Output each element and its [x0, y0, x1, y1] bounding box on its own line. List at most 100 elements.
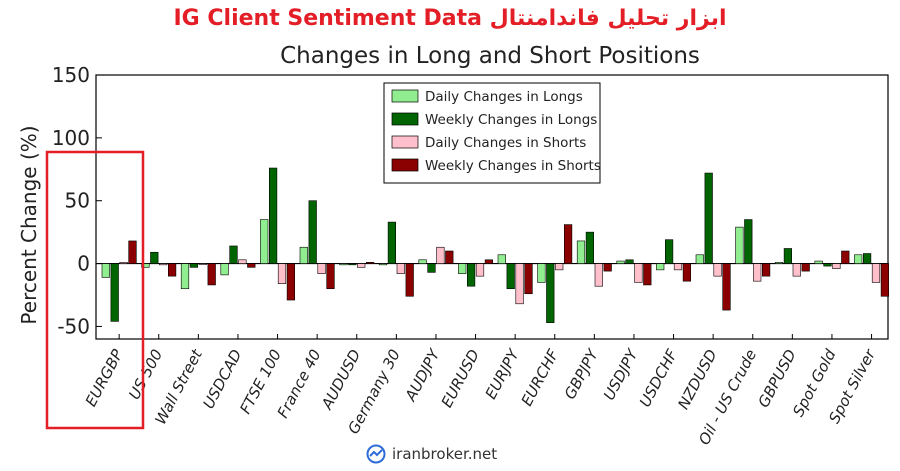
bar-spot-silver-daily-changes-in-longs — [854, 254, 863, 264]
bar-usdjpy-daily-changes-in-shorts — [634, 263, 643, 283]
bar-audusd-weekly-changes-in-longs — [348, 263, 357, 266]
bar-us-500-daily-changes-in-longs — [141, 263, 150, 268]
bar-germany-30-weekly-changes-in-shorts — [405, 263, 414, 297]
bar-oil-us-crude-weekly-changes-in-shorts — [761, 263, 771, 277]
bar-nzdusd-weekly-changes-in-shorts — [722, 263, 731, 311]
bar-oil-us-crude-daily-changes-in-shorts — [753, 263, 762, 282]
watermark-text: iranbroker.net — [392, 445, 498, 463]
legend-label-weekly-changes-in-longs: Weekly Changes in Longs — [425, 112, 597, 128]
bar-eurchf-daily-changes-in-longs — [537, 263, 546, 283]
bar-gbpjpy-weekly-changes-in-longs — [585, 231, 594, 264]
bar-wall-street-weekly-changes-in-shorts — [207, 263, 216, 286]
iranbroker-logo-icon — [366, 444, 386, 464]
bar-nzdusd-weekly-changes-in-longs — [704, 172, 713, 264]
bar-gbpjpy-weekly-changes-in-shorts — [603, 263, 612, 272]
bar-gbpusd-weekly-changes-in-longs — [783, 248, 792, 264]
x-tick-label-us-500: US 500 — [125, 346, 166, 402]
bar-ftse-100-daily-changes-in-longs — [260, 219, 269, 264]
bar-eurusd-weekly-changes-in-longs — [466, 263, 476, 287]
x-tick-label-gbpjpy: GBPJPY — [561, 345, 603, 402]
x-tick-label-eurusd: EURUSD — [438, 346, 483, 410]
x-tick-label-eurjpy: EURJPY — [482, 345, 524, 402]
bar-gbpusd-daily-changes-in-longs — [774, 262, 784, 264]
bar-eurusd-daily-changes-in-longs — [458, 263, 467, 274]
highlight-box — [45, 150, 145, 430]
bar-usdchf-daily-changes-in-shorts — [673, 263, 683, 271]
bar-eurchf-weekly-changes-in-longs — [546, 263, 555, 323]
bar-usdchf-weekly-changes-in-shorts — [682, 263, 691, 282]
bar-eurjpy-daily-changes-in-shorts — [515, 263, 524, 305]
bar-ftse-100-weekly-changes-in-longs — [268, 167, 278, 264]
bar-eurjpy-weekly-changes-in-shorts — [524, 263, 533, 295]
bar-wall-street-weekly-changes-in-longs — [189, 263, 199, 268]
bar-eurchf-weekly-changes-in-shorts — [563, 224, 573, 264]
y-axis-label: Percent Change (%) — [17, 125, 41, 324]
y-tick-label: 50 — [65, 189, 90, 213]
bar-eurgbp-weekly-changes-in-longs — [110, 263, 119, 322]
bar-audjpy-weekly-changes-in-shorts — [445, 250, 454, 264]
bars — [101, 167, 889, 323]
bar-spot-silver-weekly-changes-in-longs — [862, 253, 872, 264]
bar-eurgbp-daily-changes-in-shorts — [119, 262, 128, 264]
x-tick-label-usdchf: USDCHF — [636, 346, 681, 410]
bar-eurgbp-weekly-changes-in-shorts — [128, 240, 137, 264]
legend-items: Daily Changes in Longs Weekly Changes in … — [391, 89, 601, 174]
bar-usdchf-daily-changes-in-longs — [656, 263, 665, 271]
bar-usdcad-daily-changes-in-shorts — [238, 259, 247, 264]
bar-spot-gold-weekly-changes-in-longs — [823, 263, 832, 267]
bar-usdchf-weekly-changes-in-longs — [664, 239, 674, 264]
bar-us-500-weekly-changes-in-shorts — [168, 263, 177, 277]
bar-audusd-daily-changes-in-longs — [339, 263, 348, 266]
bar-usdcad-weekly-changes-in-shorts — [247, 263, 256, 268]
bar-usdjpy-weekly-changes-in-shorts — [643, 263, 652, 286]
x-tick-label-audjpy: AUDJPY — [401, 345, 444, 405]
bar-nzdusd-daily-changes-in-shorts — [713, 263, 722, 277]
bar-spot-gold-daily-changes-in-longs — [814, 260, 823, 264]
bar-wall-street-daily-changes-in-shorts — [198, 263, 207, 265]
bar-france-40-weekly-changes-in-longs — [308, 200, 317, 264]
bar-oil-us-crude-weekly-changes-in-longs — [744, 219, 753, 264]
bar-eurjpy-weekly-changes-in-longs — [506, 263, 515, 290]
legend-box — [383, 82, 601, 184]
x-tick-label-usdjpy: USDJPY — [600, 345, 642, 403]
legend: Daily Changes in Longs Weekly Changes in … — [383, 82, 601, 184]
bar-spot-silver-daily-changes-in-shorts — [871, 263, 881, 283]
bar-ftse-100-daily-changes-in-shorts — [277, 263, 287, 284]
bar-nzdusd-daily-changes-in-longs — [695, 254, 704, 264]
bar-germany-30-weekly-changes-in-longs — [387, 221, 397, 264]
x-tick-label-eurgbp: EURGBP — [82, 346, 127, 410]
legend-label-daily-changes-in-longs: Daily Changes in Longs — [425, 89, 583, 105]
bar-ftse-100-weekly-changes-in-shorts — [286, 263, 296, 301]
y-tick-label: 150 — [52, 63, 90, 87]
bar-eurusd-daily-changes-in-shorts — [475, 263, 485, 277]
bar-us-500-daily-changes-in-shorts — [159, 263, 168, 266]
legend-swatch-weekly-changes-in-longs — [391, 112, 419, 126]
chart-title: Changes in Long and Short Positions — [280, 43, 700, 69]
bar-germany-30-daily-changes-in-shorts — [396, 263, 405, 274]
bar-spot-silver-weekly-changes-in-shorts — [880, 263, 889, 297]
x-tick-label-eurchf: EURCHF — [518, 346, 563, 409]
bar-audjpy-weekly-changes-in-longs — [427, 263, 436, 273]
bar-oil-us-crude-daily-changes-in-longs — [735, 226, 744, 264]
x-tick-label-usdcad: USDCAD — [199, 346, 245, 411]
bar-gbpjpy-daily-changes-in-longs — [576, 240, 586, 264]
bar-audjpy-daily-changes-in-longs — [418, 259, 427, 264]
bar-france-40-daily-changes-in-longs — [299, 246, 308, 264]
bar-gbpusd-daily-changes-in-shorts — [792, 263, 801, 277]
bar-audjpy-daily-changes-in-shorts — [436, 246, 445, 264]
bar-germany-30-daily-changes-in-longs — [378, 263, 388, 266]
bar-usdjpy-daily-changes-in-longs — [616, 260, 625, 264]
legend-label-weekly-changes-in-shorts: Weekly Changes in Shorts — [425, 158, 601, 174]
bar-usdcad-daily-changes-in-longs — [220, 263, 229, 276]
bar-usdcad-weekly-changes-in-longs — [229, 245, 238, 264]
bar-france-40-weekly-changes-in-shorts — [326, 263, 335, 290]
bar-eurgbp-daily-changes-in-longs — [101, 263, 110, 278]
legend-swatch-weekly-changes-in-shorts — [391, 158, 419, 172]
bar-wall-street-daily-changes-in-longs — [180, 263, 190, 290]
bar-eurjpy-daily-changes-in-longs — [497, 254, 506, 264]
bar-spot-gold-weekly-changes-in-shorts — [841, 250, 850, 264]
y-tick-label: 100 — [52, 126, 90, 150]
y-tick-label: 0 — [77, 252, 90, 276]
bar-audusd-weekly-changes-in-shorts — [365, 262, 375, 264]
